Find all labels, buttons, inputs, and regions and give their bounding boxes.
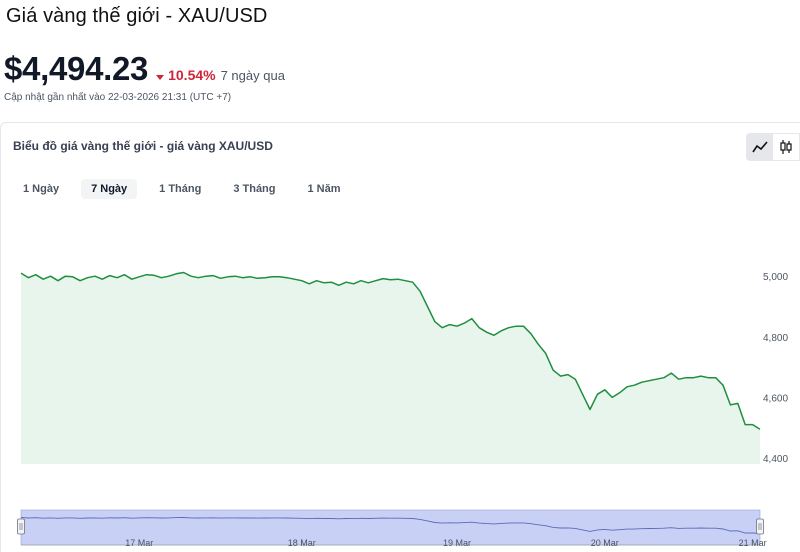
tab-1-month[interactable]: 1 Tháng	[159, 183, 202, 195]
navigator-handle-right[interactable]	[756, 518, 764, 535]
down-arrow-icon	[156, 74, 165, 80]
chart-title: Biểu đồ giá vàng thế giới - giá vàng XAU…	[13, 139, 273, 153]
x-tick-label: 20 Mar	[591, 538, 619, 548]
change-period: 7 ngày qua	[220, 68, 285, 83]
y-tick-label: 5,000	[763, 272, 788, 283]
x-tick-label: 21 Mar	[739, 538, 767, 548]
current-price: $4,494.23	[4, 50, 149, 87]
navigator-handle-left[interactable]	[17, 518, 25, 535]
page-title: Giá vàng thế giới - XAU/USD	[6, 5, 268, 27]
y-tick-label: 4,600	[763, 393, 788, 404]
y-tick-label: 4,400	[763, 454, 788, 465]
y-tick-label: 4,800	[763, 333, 788, 344]
line-view-button[interactable]	[747, 134, 773, 160]
tab-1-day[interactable]: 1 Ngày	[23, 183, 60, 195]
change-percent: 10.54%	[168, 67, 216, 83]
price-chart: 5,000 4,800 4,600 4,400 17 Mar 18 Mar 19 Mar 20…	[17, 271, 788, 548]
tab-1-year[interactable]: 1 Năm	[307, 183, 341, 195]
tab-3-months[interactable]: 3 Tháng	[233, 183, 276, 195]
x-tick-label: 18 Mar	[288, 538, 316, 548]
price-summary: $4,494.23 10.54% 7 ngày qua	[4, 50, 285, 88]
candlestick-icon	[780, 140, 792, 154]
last-updated: Cập nhật gần nhất vào 22-03-2026 21:31 (…	[4, 92, 232, 103]
chart-type-toggle	[746, 133, 800, 161]
price-line	[20, 271, 761, 430]
candlestick-view-button[interactable]	[773, 134, 799, 160]
tab-7-days[interactable]: 7 Ngày	[81, 179, 138, 199]
price-change: 10.54% 7 ngày qua	[156, 67, 285, 83]
navigator-line	[20, 517, 761, 534]
line-chart-icon	[752, 141, 768, 153]
price-area	[21, 272, 760, 464]
range-tabs: 1 Ngày 7 Ngày 1 Tháng 3 Tháng 1 Năm	[13, 179, 363, 199]
x-tick-label: 17 Mar	[125, 538, 153, 548]
x-tick-label: 19 Mar	[443, 538, 471, 548]
